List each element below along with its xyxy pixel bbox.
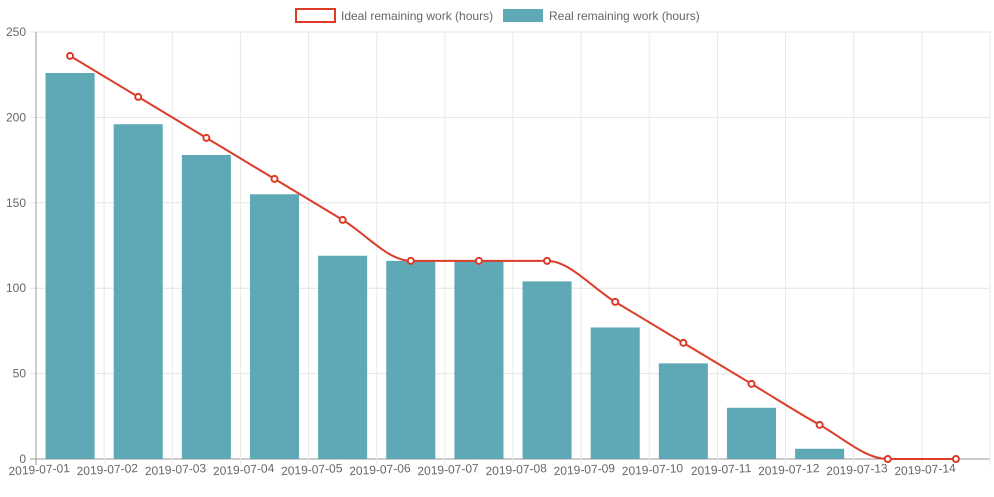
bar-real xyxy=(658,363,708,459)
ideal-point xyxy=(679,338,688,347)
legend-label-real[interactable]: Real remaining work (hours) xyxy=(549,9,700,23)
ideal-point xyxy=(134,92,143,101)
ideal-point xyxy=(611,297,620,306)
x-tick-label: 2019-07-01 xyxy=(8,461,70,478)
legend-label-ideal[interactable]: Ideal remaining work (hours) xyxy=(341,9,493,23)
bar-real xyxy=(45,72,95,459)
ideal-point xyxy=(815,420,824,429)
x-tick-label: 2019-07-05 xyxy=(281,461,343,478)
y-tick-label: 50 xyxy=(13,367,27,381)
ideal-point xyxy=(66,51,75,60)
ideal-line xyxy=(69,55,956,461)
bar-real xyxy=(522,281,572,459)
ideal-point xyxy=(543,256,552,265)
ideal-point xyxy=(406,256,415,265)
bar-real xyxy=(181,154,231,459)
x-tick-label: 2019-07-12 xyxy=(758,461,820,478)
ideal-point xyxy=(951,455,960,463)
x-tick-label: 2019-07-07 xyxy=(417,461,479,478)
y-tick-label: 0 xyxy=(19,452,26,466)
x-tick-label: 2019-07-14 xyxy=(894,461,956,478)
ideal-point xyxy=(747,379,756,388)
ideal-point xyxy=(338,215,347,224)
ideal-point xyxy=(883,455,892,463)
ideal-point xyxy=(474,256,483,265)
x-tick-label: 2019-07-09 xyxy=(553,461,615,478)
x-tick-label: 2019-07-04 xyxy=(213,461,275,478)
bar-real xyxy=(113,124,163,460)
bar-real xyxy=(726,407,777,459)
x-tick-label: 2019-07-08 xyxy=(485,461,547,478)
y-tick-label: 200 xyxy=(6,110,26,124)
y-tick-label: 100 xyxy=(6,281,26,295)
bar-real xyxy=(454,260,504,459)
bar-real xyxy=(795,448,845,459)
x-tick-label: 2019-07-06 xyxy=(349,461,411,478)
grid xyxy=(30,31,991,465)
bar-real xyxy=(318,255,368,459)
ideal-point xyxy=(270,174,279,183)
x-tick-label: 2019-07-11 xyxy=(691,461,752,478)
x-tick-label: 2019-07-10 xyxy=(621,461,683,478)
bar-real xyxy=(249,194,300,459)
x-tick-label: 2019-07-03 xyxy=(144,461,206,478)
line-series xyxy=(66,51,960,463)
y-tick-label: 250 xyxy=(6,25,26,39)
x-tick-label: 2019-07-13 xyxy=(826,461,888,478)
legend[interactable]: Ideal remaining work (hours) Real remain… xyxy=(295,8,700,23)
x-tick-label: 2019-07-02 xyxy=(76,461,138,478)
axes: 0 50 100 150 200 250 2019-07-01 2019-07-02 2019-… xyxy=(6,25,956,478)
y-tick-label: 150 xyxy=(6,196,26,210)
bar-series xyxy=(45,72,845,460)
bar-real xyxy=(590,327,640,459)
legend-swatch-real[interactable] xyxy=(503,9,543,22)
legend-swatch-ideal[interactable] xyxy=(295,8,336,23)
ideal-point xyxy=(202,133,211,142)
bar-real xyxy=(386,260,436,459)
